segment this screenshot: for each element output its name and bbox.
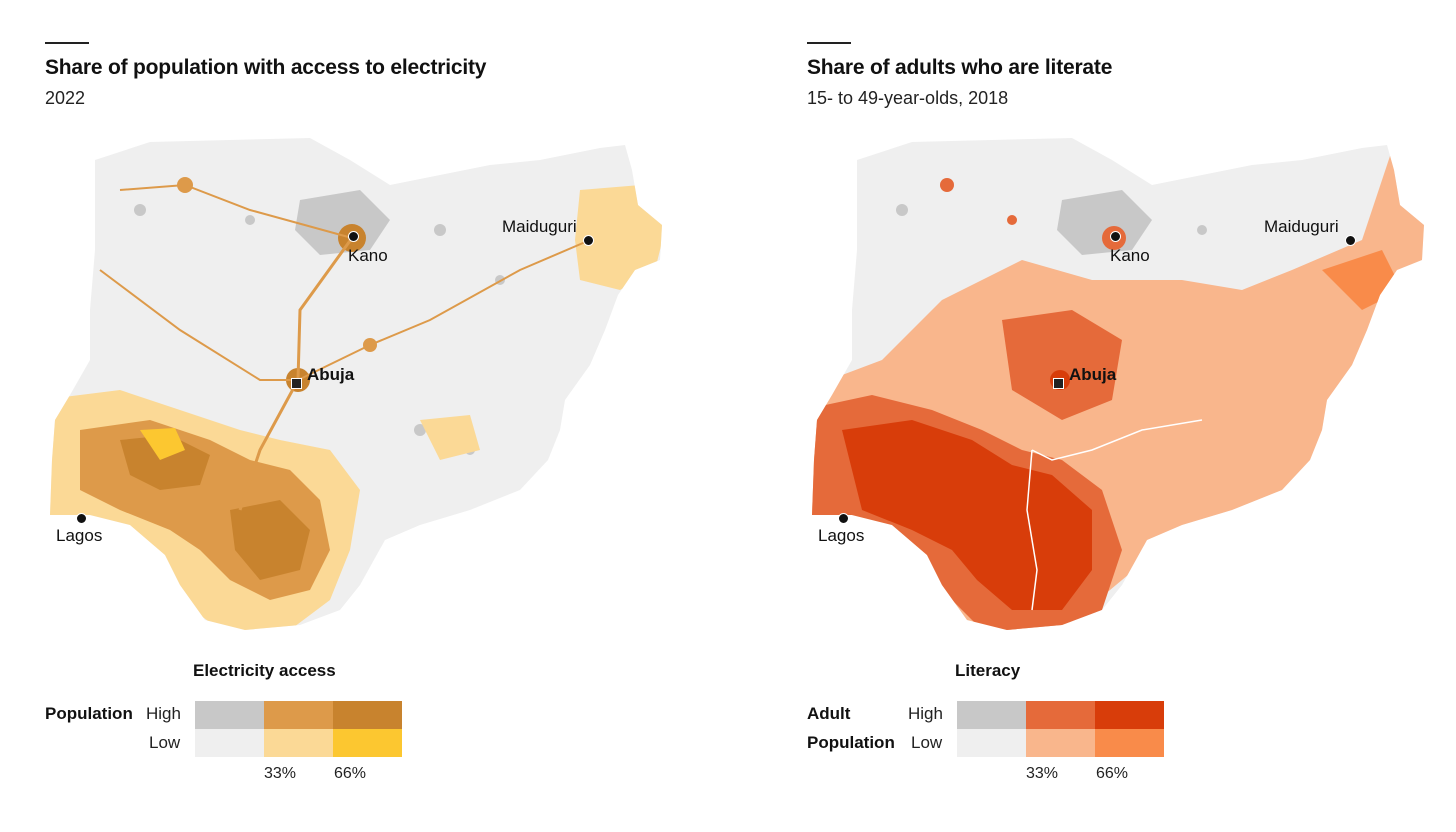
city-label-abuja: Abuja xyxy=(307,365,355,384)
legend-cell-low-0 xyxy=(195,729,264,757)
map-title: Share of population with access to elect… xyxy=(45,56,487,79)
legend-tick-33: 33% xyxy=(1026,765,1059,782)
legend-tick-66: 66% xyxy=(1096,765,1129,782)
legend-population-label-2: Population xyxy=(807,733,895,752)
literacy-map-panel: Share of adults who are literate 15- to … xyxy=(762,0,1456,832)
legend-cell-high-0 xyxy=(957,701,1026,729)
city-label-kano: Kano xyxy=(348,246,388,265)
electricity-map-panel: Share of population with access to elect… xyxy=(45,42,662,782)
legend-tick-66: 66% xyxy=(334,765,367,782)
legend-population-label: Adult xyxy=(807,704,851,723)
city-label-maiduguri: Maiduguri xyxy=(502,217,577,236)
legend-cell-low-0 xyxy=(957,729,1026,757)
city-label-lagos: Lagos xyxy=(818,526,865,545)
kano-marker xyxy=(348,231,359,242)
map-subtitle: 2022 xyxy=(45,88,86,108)
legend-low-label: Low xyxy=(149,733,181,752)
legend-cell-high-2 xyxy=(333,701,402,729)
legend-title: Literacy xyxy=(955,661,1021,680)
city-label-kano: Kano xyxy=(1110,246,1150,265)
abuja-marker xyxy=(291,378,302,389)
legend-cell-high-0 xyxy=(195,701,264,729)
legend-cell-low-1 xyxy=(264,729,333,757)
legend-cell-high-2 xyxy=(1095,701,1164,729)
title-rule xyxy=(45,42,89,44)
legend-cell-low-2 xyxy=(1095,729,1164,757)
legend-cell-high-1 xyxy=(1026,701,1095,729)
legend-cell-high-1 xyxy=(264,701,333,729)
nigeria-literacy-map xyxy=(812,138,1424,630)
legend-tick-33: 33% xyxy=(264,765,297,782)
city-label-abuja: Abuja xyxy=(1069,365,1117,384)
legend-cell-low-2 xyxy=(333,729,402,757)
city-label-maiduguri: Maiduguri xyxy=(1264,217,1339,236)
legend-low-label: Low xyxy=(911,733,943,752)
legend-cell-low-1 xyxy=(1026,729,1095,757)
city-label-lagos: Lagos xyxy=(56,526,103,545)
lagos-marker xyxy=(76,513,87,524)
title-rule xyxy=(807,42,851,44)
lagos-marker xyxy=(838,513,849,524)
map-subtitle: 15- to 49-year-olds, 2018 xyxy=(807,88,1009,108)
nigeria-electricity-map xyxy=(50,138,662,630)
maiduguri-marker xyxy=(1345,235,1356,246)
legend-high-label: High xyxy=(908,704,943,723)
abuja-marker xyxy=(1053,378,1064,389)
legend-high-label: High xyxy=(146,704,181,723)
kano-marker xyxy=(1110,231,1121,242)
legend-title: Electricity access xyxy=(193,661,336,680)
maiduguri-marker xyxy=(583,235,594,246)
legend-population-label: Population xyxy=(45,704,133,723)
map-title: Share of adults who are literate xyxy=(807,56,1113,79)
